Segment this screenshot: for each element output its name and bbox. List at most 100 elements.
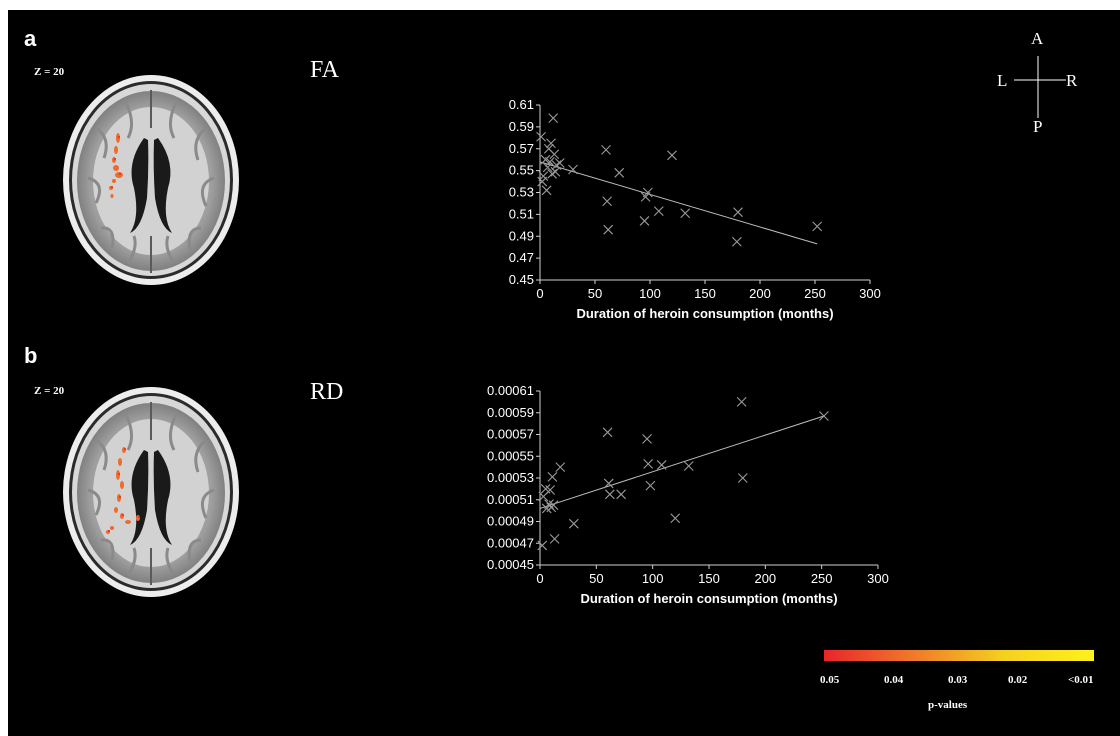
x-tick-label: 0	[536, 286, 543, 301]
data-point-x-marker	[545, 485, 556, 495]
data-point-x-marker	[549, 149, 560, 160]
y-tick-label: 0.51	[509, 206, 534, 221]
data-point-x-marker	[538, 171, 549, 181]
data-point-x-marker	[603, 224, 614, 235]
data-point-x-marker	[614, 167, 625, 178]
data-point-x-marker	[542, 162, 553, 173]
colorbar-tick: 0.03	[948, 674, 968, 686]
data-point-x-marker	[645, 480, 656, 491]
data-point-x-marker	[643, 458, 654, 469]
trendline	[539, 415, 825, 509]
data-point-x-marker	[537, 540, 548, 551]
data-point-x-marker	[545, 156, 555, 167]
y-tick-label: 0.00047	[487, 535, 534, 550]
metric-label-rd: RD	[310, 379, 344, 405]
data-point-x-marker	[670, 513, 681, 524]
data-point-x-marker	[667, 150, 677, 161]
data-point-x-marker	[546, 138, 556, 149]
y-tick-label: 0.00049	[487, 514, 534, 529]
y-tick-label: 0.45	[509, 272, 534, 287]
y-tick-label: 0.53	[509, 185, 534, 200]
x-tick-label: 200	[754, 571, 776, 586]
data-point-x-marker	[547, 472, 558, 482]
data-point-x-marker	[733, 207, 743, 218]
colorbar-tick: <0.01	[1068, 674, 1094, 686]
data-point-x-marker	[680, 208, 691, 219]
x-tick-label: 150	[694, 286, 716, 301]
fa-scatter-chart: 0.45 0.47 0.49 0.51 0.53 0.55 0.57 0.59 0.61 0 50 1…	[509, 97, 881, 321]
data-point-x-marker	[603, 478, 614, 489]
compass-right-label: R	[1066, 71, 1078, 90]
compass-anterior-label: A	[1031, 29, 1044, 48]
data-point-x-marker	[555, 462, 566, 473]
data-point-x-marker	[683, 461, 694, 471]
data-point-x-marker	[736, 396, 747, 407]
x-tick-label: 100	[639, 286, 661, 301]
data-point-x-marker	[568, 164, 578, 175]
data-point-x-marker	[548, 113, 559, 124]
x-tick-label: 50	[589, 571, 603, 586]
x-tick-label: 50	[588, 286, 602, 301]
trendline	[539, 161, 818, 245]
data-point-x-marker	[639, 216, 650, 226]
x-axis-title: Duration of heroin consumption (months)	[576, 306, 833, 321]
compass-cross-icon	[1014, 56, 1066, 118]
slice-label-a: Z = 20	[34, 66, 65, 78]
data-point-x-marker	[602, 196, 612, 207]
x-tick-label: 300	[859, 286, 881, 301]
x-tick-label: 150	[698, 571, 720, 586]
y-tick-label: 0.55	[509, 163, 534, 178]
data-point-x-marker	[656, 460, 667, 470]
colorbar-gradient	[824, 650, 1094, 661]
data-point-x-marker	[548, 500, 559, 511]
y-tick-label: 0.57	[509, 141, 534, 156]
data-point-x-marker	[812, 221, 823, 232]
metric-label-fa: FA	[310, 57, 339, 83]
data-point-x-marker	[536, 131, 546, 142]
y-tick-label: 0.00059	[487, 405, 534, 420]
data-point-x-marker	[602, 427, 613, 438]
data-point-x-marker	[549, 534, 560, 544]
brain-slice-image-a	[63, 75, 239, 285]
y-tick-label: 0.00057	[487, 427, 534, 442]
y-tick-label: 0.00061	[487, 383, 534, 398]
brain-slice-image-b	[63, 387, 239, 597]
data-point-x-marker	[547, 169, 557, 179]
data-point-x-marker	[616, 489, 627, 500]
data-point-x-marker	[604, 489, 615, 500]
y-tick-label: 0.00053	[487, 470, 534, 485]
rd-scatter-chart: 0.00045 0.00047 0.00049 0.00051 0.00053 0.000…	[487, 383, 889, 606]
colorbar-tick: 0.04	[884, 674, 904, 686]
data-point-x-marker	[642, 433, 652, 444]
y-tick-label: 0.47	[509, 250, 534, 265]
data-point-x-marker	[737, 473, 748, 483]
x-tick-label: 0	[536, 571, 543, 586]
x-tick-label: 300	[867, 571, 889, 586]
y-tick-label: 0.61	[509, 97, 534, 112]
data-point-x-marker	[653, 206, 664, 216]
y-tick-label: 0.49	[509, 228, 534, 243]
x-tick-label: 250	[811, 571, 833, 586]
data-point-x-marker	[601, 144, 611, 155]
y-tick-label: 0.00051	[487, 492, 534, 507]
data-point-x-marker	[642, 187, 653, 198]
x-axis-title: Duration of heroin consumption (months)	[580, 591, 837, 606]
x-tick-label: 100	[642, 571, 664, 586]
slice-label-b: Z = 20	[34, 385, 65, 397]
data-point-x-marker	[554, 158, 565, 168]
data-point-x-marker	[732, 236, 742, 247]
colorbar-tick: 0.05	[820, 674, 840, 686]
figure-panel: a Z = 20 FA b Z = 20 RD A P L R 0.45 0.47…	[8, 10, 1120, 736]
x-tick-label: 250	[804, 286, 826, 301]
y-tick-label: 0.00045	[487, 557, 534, 572]
y-tick-label: 0.00055	[487, 448, 534, 463]
compass-left-label: L	[997, 71, 1008, 90]
data-point-x-marker	[568, 518, 579, 529]
colorbar-label: p-values	[928, 699, 968, 711]
data-point-x-marker	[819, 411, 829, 421]
panel-letter-b: b	[24, 343, 38, 368]
compass-posterior-label: P	[1033, 117, 1043, 136]
colorbar-tick: 0.02	[1008, 674, 1028, 686]
data-point-x-marker	[541, 185, 552, 196]
x-tick-label: 200	[749, 286, 771, 301]
